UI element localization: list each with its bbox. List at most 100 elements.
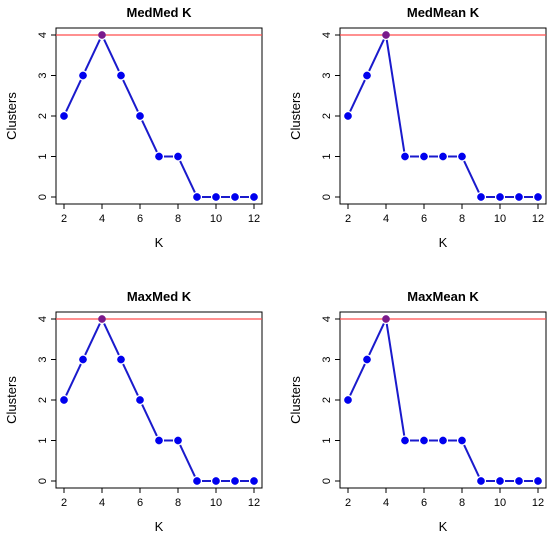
series-segment [122, 363, 139, 396]
data-point [155, 152, 163, 161]
y-tick-label: 4 [37, 32, 49, 38]
y-tick-label: 3 [37, 356, 49, 362]
y-axis-label: Clusters [4, 92, 19, 140]
chart-title: MaxMean K [407, 289, 479, 304]
data-point [174, 152, 182, 161]
y-axis-label: Clusters [288, 92, 303, 140]
data-point [60, 112, 68, 120]
data-point [401, 152, 409, 161]
data-point [250, 477, 258, 485]
data-point [439, 152, 447, 161]
y-tick-label: 4 [37, 316, 49, 322]
y-axis-label: Clusters [288, 376, 303, 424]
data-point [534, 477, 542, 485]
data-point [477, 477, 485, 485]
x-tick-label: 12 [248, 497, 260, 509]
y-tick-label: 3 [37, 72, 49, 78]
x-tick-label: 6 [421, 213, 427, 225]
chart-title: MaxMed K [127, 289, 192, 304]
data-point [458, 152, 466, 161]
data-point [477, 193, 485, 201]
data-point [458, 436, 466, 445]
x-tick-label: 4 [383, 497, 389, 509]
series-segment [179, 444, 196, 477]
highlight-point [98, 315, 106, 323]
data-point [420, 436, 428, 445]
x-tick-label: 10 [494, 213, 506, 225]
y-tick-label: 0 [321, 478, 333, 484]
plot-frame [339, 27, 547, 205]
series-segment [141, 120, 158, 153]
data-point [496, 193, 504, 201]
y-tick-label: 4 [321, 32, 333, 38]
series-segment [122, 79, 139, 112]
x-tick-label: 6 [421, 497, 427, 509]
data-point [439, 436, 447, 445]
series-segment [463, 160, 480, 193]
data-point [344, 112, 352, 120]
data-point [60, 396, 68, 404]
y-axis-label: Clusters [4, 376, 19, 424]
data-point [250, 193, 258, 201]
data-point [117, 71, 125, 80]
data-point [515, 193, 523, 201]
x-axis-label: K [155, 519, 164, 534]
y-tick-label: 2 [37, 397, 49, 403]
series-segment [349, 363, 366, 396]
series-segment [65, 79, 82, 112]
x-tick-label: 4 [383, 213, 389, 225]
series-segment [103, 323, 120, 356]
chart-title: MedMed K [127, 5, 193, 20]
y-tick-label: 0 [37, 194, 49, 200]
data-point [79, 355, 87, 364]
y-tick-label: 4 [321, 316, 333, 322]
data-point [420, 152, 428, 161]
x-axis-label: K [155, 235, 164, 250]
y-tick-label: 2 [37, 113, 49, 119]
x-tick-label: 10 [494, 497, 506, 509]
highlight-point [382, 315, 390, 323]
x-tick-label: 12 [532, 213, 544, 225]
data-point [193, 477, 201, 485]
y-tick-label: 2 [321, 397, 333, 403]
data-point [136, 112, 144, 120]
x-tick-label: 4 [99, 213, 105, 225]
series-segment [84, 39, 101, 72]
series-segment [103, 39, 120, 72]
x-tick-label: 2 [61, 213, 67, 225]
data-point [515, 477, 523, 485]
x-tick-label: 8 [459, 213, 465, 225]
data-point [344, 396, 352, 404]
series-segment [65, 363, 82, 396]
data-point [174, 436, 182, 445]
y-tick-label: 2 [321, 113, 333, 119]
series-segment [463, 444, 480, 477]
x-tick-label: 2 [345, 213, 351, 225]
plot-frame [55, 311, 263, 489]
data-point [212, 193, 220, 201]
data-point [496, 477, 504, 485]
y-tick-label: 0 [321, 194, 333, 200]
highlight-point [98, 31, 106, 39]
data-point [231, 477, 239, 485]
x-tick-label: 8 [459, 497, 465, 509]
series-segment [368, 323, 385, 356]
x-tick-label: 8 [175, 213, 181, 225]
series-segment [385, 323, 406, 436]
data-point [79, 71, 87, 80]
x-tick-label: 2 [61, 497, 67, 509]
x-tick-label: 2 [345, 497, 351, 509]
series-segment [84, 323, 101, 356]
data-point [193, 193, 201, 201]
x-axis-label: K [439, 235, 448, 250]
x-tick-label: 10 [210, 497, 222, 509]
data-point [136, 396, 144, 404]
data-point [212, 477, 220, 485]
data-point [117, 355, 125, 364]
data-point [231, 193, 239, 201]
y-tick-label: 1 [321, 437, 333, 443]
data-point [363, 355, 371, 364]
